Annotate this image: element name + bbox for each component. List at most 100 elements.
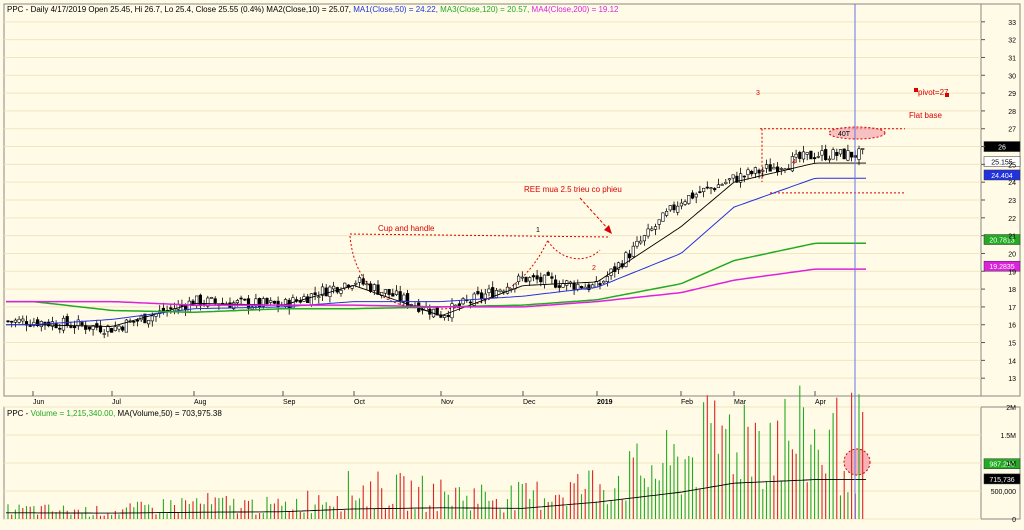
candle-body	[646, 228, 650, 237]
candle-body	[546, 272, 550, 276]
candle-body	[679, 202, 683, 207]
candle-body	[147, 319, 151, 325]
candle-body	[450, 303, 454, 319]
candle-body	[661, 212, 665, 222]
candle-body	[121, 326, 125, 331]
candle-body	[690, 192, 695, 199]
candle-body	[735, 175, 739, 183]
candle-body	[169, 307, 173, 310]
candle-body	[801, 151, 806, 160]
candle-body	[713, 188, 717, 191]
candle-body	[753, 167, 757, 174]
candle-body	[491, 287, 495, 298]
candle-body	[461, 298, 465, 305]
candle-body	[631, 245, 635, 257]
candle-body	[10, 320, 14, 323]
volume-tick-label: 1M	[1006, 461, 1016, 468]
candle-body	[294, 299, 299, 302]
price-tick-label: 27	[1008, 127, 1016, 134]
price-value-box	[983, 156, 1021, 167]
candle-body	[742, 175, 746, 178]
candle-body	[672, 204, 676, 211]
candle-body	[357, 277, 362, 283]
pivot-label: pivot=27	[918, 88, 949, 97]
candle-body	[805, 152, 809, 155]
ma-line-4	[6, 268, 866, 308]
candle-body	[269, 300, 273, 303]
candle-body	[254, 298, 258, 307]
candle-body	[576, 284, 580, 290]
price-tick-label: 31	[1008, 55, 1016, 62]
price-tick-label: 30	[1008, 73, 1016, 80]
cup-and-handle-label: Cup and handle	[378, 224, 435, 233]
candle-body	[73, 325, 77, 329]
candle-body	[816, 156, 820, 158]
date-label-sep: Sep	[283, 399, 296, 406]
candle-body	[398, 291, 402, 301]
candle-body	[98, 325, 103, 333]
price-tick-label: 19	[1008, 269, 1016, 276]
volume-value-box	[983, 458, 1021, 469]
candle-body	[705, 186, 709, 189]
breakout-ellipse	[828, 126, 886, 140]
candle-body	[738, 173, 743, 183]
price-tick-label: 28	[1008, 109, 1016, 116]
candle-body	[602, 280, 606, 284]
candle-body	[457, 303, 462, 307]
candle-body	[731, 174, 735, 179]
date-label-mar: Mar	[734, 399, 747, 406]
candle-body	[790, 156, 794, 172]
candle-body	[494, 290, 499, 298]
candle-body	[598, 283, 602, 286]
candle-body	[261, 298, 265, 307]
candle-body	[505, 286, 510, 294]
candle-body	[653, 226, 658, 230]
candle-body	[239, 297, 243, 300]
date-label-aug: Aug	[194, 399, 207, 406]
candle-body	[320, 286, 325, 296]
price-value-label: 19.2835	[989, 264, 1014, 271]
candle-body	[317, 296, 321, 299]
header-info: - Daily 4/17/2019 Open 25.45, Hi 26.7, L…	[23, 5, 266, 14]
candle-body	[439, 314, 443, 318]
candle-body	[394, 290, 399, 295]
candle-body	[195, 295, 199, 306]
candle-body	[528, 277, 532, 282]
candle-body	[468, 301, 473, 304]
candle-body	[209, 297, 214, 299]
candle-body	[849, 151, 854, 158]
candle-body	[550, 276, 554, 279]
candle-body	[235, 300, 240, 304]
date-label-2019: 2019	[597, 399, 613, 406]
header-symbol: PPC	[7, 5, 24, 14]
candle-body	[479, 292, 484, 299]
candle-body	[709, 187, 713, 189]
candle-body	[657, 219, 661, 225]
volume-tick-label: 0	[1012, 517, 1016, 524]
ma-line-1	[6, 162, 866, 327]
candle-body	[383, 289, 388, 294]
point-3-label: 3	[756, 90, 760, 97]
price-value-box	[983, 260, 1021, 272]
candle-body	[442, 315, 447, 318]
date-label-oct: Oct	[354, 399, 365, 406]
price-tick-label: 16	[1008, 323, 1016, 330]
price-axis-area	[980, 3, 1021, 397]
candle-body	[113, 326, 117, 331]
date-label-nov: Nov	[441, 399, 454, 406]
point-1-label: 1	[536, 227, 540, 234]
date-label-feb: Feb	[681, 399, 693, 406]
header-ma1: MA1(Close,50) = 24.22,	[353, 5, 440, 14]
candle-body	[361, 278, 365, 285]
candle-body	[135, 319, 140, 322]
header-ma3: MA3(Close,120) = 20.57,	[440, 5, 531, 14]
candle-body	[812, 157, 817, 160]
candle-body	[368, 283, 373, 292]
point-4-label: 4	[792, 159, 796, 166]
price-tick-label: 25	[1008, 162, 1016, 169]
candle-body	[835, 152, 839, 156]
candle-body	[757, 169, 761, 174]
volume-tick-label: 2M	[1006, 405, 1016, 412]
candle-body	[21, 318, 25, 322]
candle-body	[106, 325, 110, 332]
